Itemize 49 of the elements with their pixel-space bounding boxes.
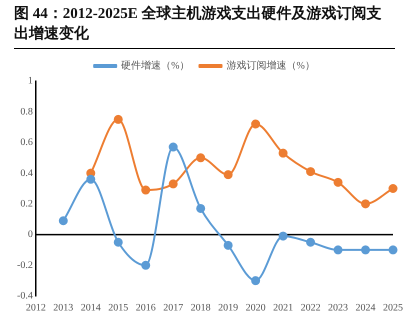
- point: [141, 260, 150, 270]
- x-tick-label: 2012: [26, 302, 46, 314]
- point: [251, 276, 260, 286]
- y-tick-label: 0.8: [20, 106, 33, 118]
- point: [278, 232, 288, 241]
- x-tick-label: 2016: [136, 302, 156, 314]
- point: [114, 238, 123, 247]
- point: [224, 240, 233, 250]
- point: [86, 174, 96, 184]
- x-tick-label: 2014: [80, 302, 101, 314]
- point: [196, 204, 206, 213]
- point: [334, 245, 343, 254]
- point: [58, 216, 68, 226]
- x-tick-label: 2023: [328, 302, 348, 314]
- legend-label: 硬件增速（%）: [121, 60, 190, 72]
- x-tick-label: 2013: [53, 302, 74, 314]
- legend-label: 游戏订阅增速（%）: [226, 60, 315, 72]
- point: [168, 142, 178, 152]
- x-tick-label: 2021: [273, 302, 294, 314]
- chart-title: 图 44：2012-2025E 全球主机游戏支出硬件及游戏订阅支出增速变化: [14, 4, 395, 49]
- x-tick-label: 2020: [246, 302, 266, 314]
- x-tick-label: 2022: [300, 302, 321, 314]
- x-tick-label: 2025: [383, 302, 403, 314]
- point: [306, 167, 316, 176]
- point: [306, 238, 316, 247]
- y-tick-label: 1: [28, 76, 33, 87]
- y-tick-label: 0.6: [20, 137, 33, 148]
- point: [141, 186, 150, 195]
- point: [224, 170, 233, 180]
- x-tick-label: 2024: [356, 302, 376, 314]
- y-tick-label: 0.2: [20, 198, 33, 210]
- y-tick-label: -0.4: [16, 290, 33, 302]
- point: [361, 245, 370, 254]
- point: [334, 178, 343, 187]
- point: [114, 114, 123, 124]
- point: [388, 184, 398, 193]
- x-tick-label: 2018: [190, 302, 211, 314]
- y-tick-label: 0.4: [20, 168, 33, 179]
- point: [361, 199, 370, 208]
- point: [168, 179, 178, 188]
- x-tick-label: 2019: [218, 302, 238, 314]
- x-tick-label: 2017: [163, 302, 184, 314]
- point: [388, 245, 398, 254]
- point: [278, 148, 288, 158]
- point: [251, 120, 260, 128]
- y-tick-label: 0: [28, 229, 33, 240]
- y-tick-label: -0.2: [16, 260, 33, 271]
- x-tick-label: 2015: [108, 302, 128, 314]
- point: [196, 153, 206, 162]
